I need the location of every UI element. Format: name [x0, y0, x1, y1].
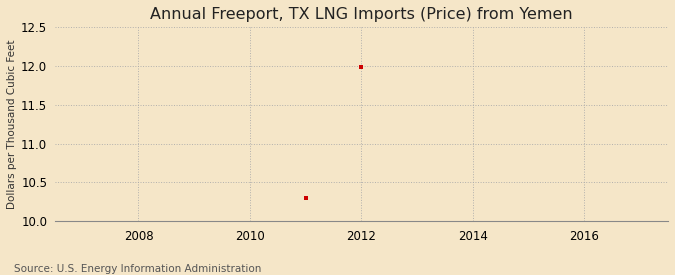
Text: Source: U.S. Energy Information Administration: Source: U.S. Energy Information Administ…	[14, 264, 261, 274]
Y-axis label: Dollars per Thousand Cubic Feet: Dollars per Thousand Cubic Feet	[7, 40, 17, 209]
Title: Annual Freeport, TX LNG Imports (Price) from Yemen: Annual Freeport, TX LNG Imports (Price) …	[150, 7, 573, 22]
